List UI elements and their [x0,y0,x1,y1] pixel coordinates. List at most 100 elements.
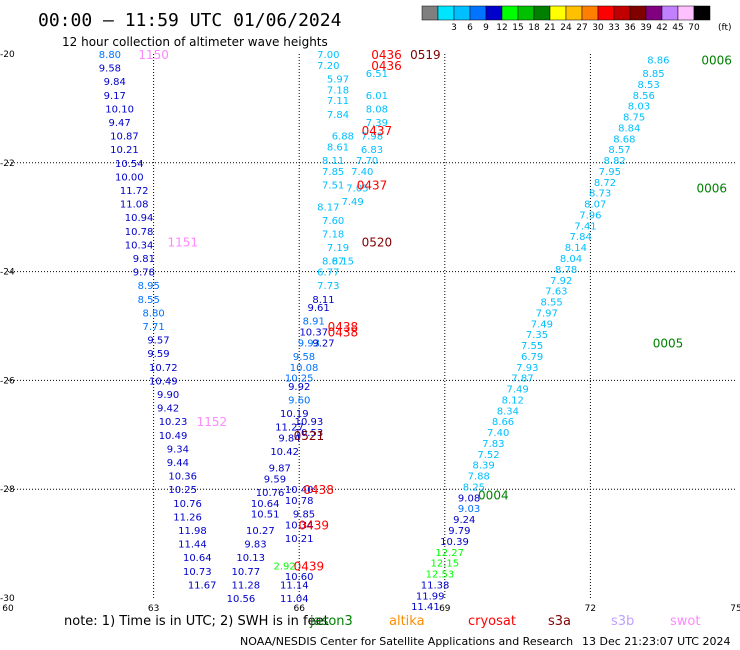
swh-data-point: 9.34 [167,444,189,455]
swh-data-point: 7.00 [317,50,339,61]
colorbar-swatch [581,5,599,21]
swh-data-point: 10.76 [173,499,202,510]
swh-data-point: 8.17 [317,202,339,213]
swh-data-point: 11.04 [280,594,309,605]
colorbar-tick-label: 45 [672,23,683,33]
swh-data-point: 9.78 [133,268,155,279]
swh-data-point: 9.85 [293,510,315,521]
colorbar-tick-label: 70 [688,23,700,33]
swh-data-point: 11.38 [421,580,450,591]
swh-data-point: 9.81 [133,254,155,265]
swh-data-point: 8.78 [555,265,577,276]
satellite-legend-s3a: s3a [548,614,571,629]
swh-data-point: 11.08 [120,200,149,211]
swh-data-point: 10.64 [251,499,280,510]
axes: 60 63 66 69 72 75 -20 -22 -24 -26 -28 -30 [0,50,740,614]
x-tick-label: 60 [2,604,14,614]
swh-data-point: 10.36 [168,472,197,483]
swh-data-point: 10.54 [115,159,144,170]
swh-data-point: 10.76 [256,488,285,499]
colorbar-tick-label: 36 [624,23,636,33]
swh-data-point: 7.98 [361,132,383,143]
swh-data-point: 8.85 [642,69,664,80]
colorbar-swatch [421,5,439,21]
x-tick-label: 66 [293,604,305,614]
swh-data-point: 7.41 [574,221,596,232]
footer-timestamp: 13 Dec 21:23:07 UTC 2024 [582,635,730,648]
colorbar-swatch [661,5,679,21]
swh-data-point: 8.55 [540,298,562,309]
y-tick-label: -22 [0,159,15,169]
colorbar-tick-label: 24 [560,23,572,33]
satellite-legend: jason3 altika cryosat s3a s3b swot [309,614,700,629]
colorbar-swatch [517,5,535,21]
swh-data-point: 8.84 [618,123,640,134]
swh-data-point: 9.59 [264,474,286,485]
colorbar-swatch [437,5,455,21]
plot-area: 60 63 66 69 72 75 -20 -22 -24 -26 -28 -30 8.80 9.58 9… [0,48,740,614]
swh-data-point: 11.28 [231,580,260,591]
swh-data-point: 7.20 [317,61,339,72]
swh-data-point: 8.55 [138,295,160,306]
swh-data-point: 8.82 [604,156,626,167]
colorbar-swatch [469,5,487,21]
swh-data-point: 8.15 [332,257,354,268]
pass-time-label: 0436 [371,59,402,73]
swh-data-point: 8.07 [584,200,606,211]
swh-data-point: 11.27 [275,423,304,434]
colorbar-tick-label: 33 [608,23,619,33]
colorbar-swatch [597,5,615,21]
swh-data-point: 11.72 [120,186,149,197]
swh-data-point: 11.44 [178,540,207,551]
swh-data-point: 9.59 [147,349,169,360]
swh-data-point: 10.51 [251,510,280,521]
swh-data-point: 7.52 [477,450,499,461]
swh-data-point: 11.99 [416,591,445,602]
swh-data-point: 10.94 [125,213,154,224]
pass-time-label: 0519 [410,48,441,62]
swh-data-point: 9.24 [453,515,475,526]
swh-data-point: 9.08 [458,493,480,504]
y-tick-label: -24 [0,268,15,278]
swh-data-point: 10.60 [285,572,314,583]
pass-time-label: 0438 [303,483,334,497]
y-tick-label: -28 [0,485,15,495]
pass-time-label: 1151 [167,236,198,250]
swh-data-point: 6.51 [366,69,388,80]
swh-data-point: 10.19 [280,409,309,420]
satellite-legend-s3b: s3b [611,614,634,629]
swh-data-point: 6.79 [521,352,543,363]
pass-time-label: 0438 [328,325,359,339]
swh-data-point: 8.95 [138,281,160,292]
pass-time-label: 0521 [294,429,325,443]
swh-data-point: 9.79 [448,526,470,537]
swh-data-point: 10.13 [236,553,265,564]
swh-data-point: 7.49 [506,385,528,396]
swh-data-point: 10.34 [125,240,154,251]
colorbar-tick-label: 27 [576,23,587,33]
swh-data-point: 10.25 [285,374,314,385]
colorbar-swatch [645,5,663,21]
swh-data-point: 9.83 [244,540,266,551]
colorbar-swatch [453,5,471,21]
swh-data-point: 9.90 [157,390,179,401]
swh-data-point: 10.78 [125,227,154,238]
satellite-legend-cryosat: cryosat [468,614,516,629]
swh-data-point: 7.35 [526,330,548,341]
swh-data-point: 9.84 [104,77,126,88]
swh-data-point: 7.60 [322,216,344,227]
swh-data-point: 9.58 [293,352,315,363]
chart-title: 00:00 — 11:59 UTC 01/06/2024 [38,10,341,31]
footer-credit: NOAA/NESDIS Center for Satellite Applica… [240,635,573,648]
colorbar-swatch [565,5,583,21]
x-tick-label: 75 [730,604,740,614]
swh-data-point: 7.63 [545,287,567,298]
colorbar-swatch [485,5,503,21]
swh-data-point: 7.97 [536,308,558,319]
swh-data-point: 10.56 [227,594,256,605]
colorbar-swatch [549,5,567,21]
satellite-legend-swot: swot [670,614,700,629]
swh-data-point: 11.98 [178,526,207,537]
swh-data-point: 9.17 [104,91,126,102]
swh-data-point: 7.70 [356,156,378,167]
